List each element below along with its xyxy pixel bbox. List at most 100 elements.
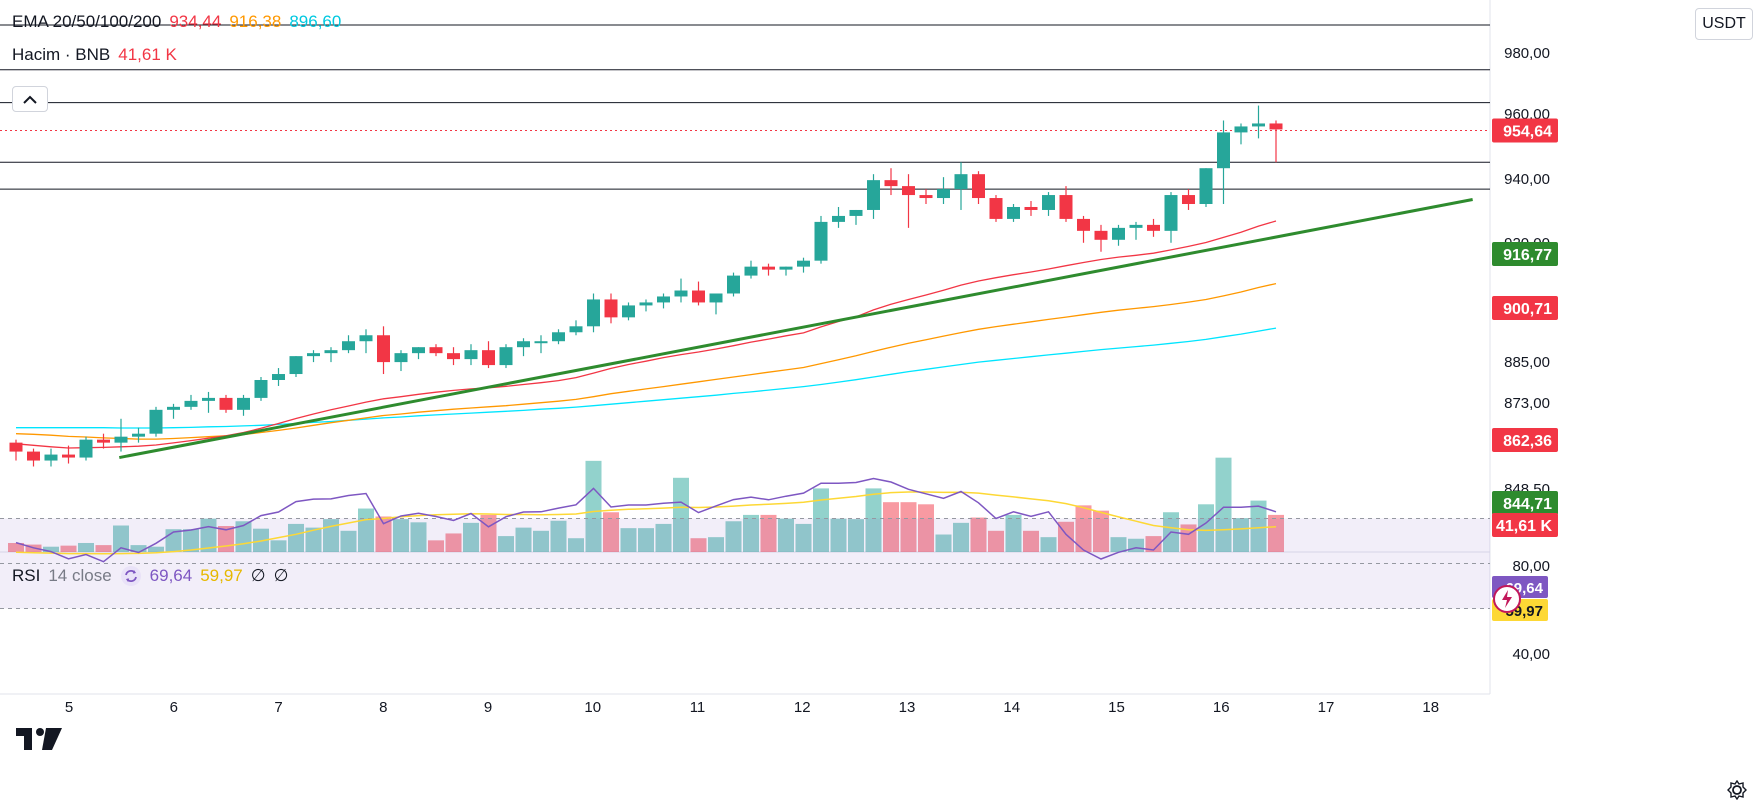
time-tick: 7: [274, 699, 282, 716]
candle: [762, 263, 775, 276]
rsi-empty-1: ∅: [250, 566, 266, 585]
candle-body: [779, 266, 793, 270]
volume-bar: [1110, 537, 1127, 552]
candle-body: [324, 350, 338, 354]
candle: [184, 394, 198, 410]
collapse-legend-button[interactable]: [12, 86, 48, 112]
ema-legend-title: EMA 20/50/100/200: [12, 12, 162, 31]
candle-body: [849, 209, 863, 216]
candle-body: [377, 335, 390, 363]
candle-body: [727, 275, 740, 294]
ema100-line: [16, 327, 1277, 429]
candle: [149, 406, 163, 437]
price-label-bg: [1492, 296, 1558, 320]
volume-bar: [270, 540, 287, 552]
volume-bar: [183, 529, 199, 552]
price-label-bg: [1492, 428, 1558, 452]
candle-body: [27, 451, 40, 461]
volume-bar: [1023, 530, 1039, 552]
candle: [954, 162, 968, 210]
candle: [657, 293, 670, 309]
candle: [1077, 215, 1090, 243]
volume-bar: [393, 519, 409, 552]
candle-body: [937, 189, 950, 199]
candle-body: [814, 221, 828, 261]
candle-body: [359, 335, 373, 342]
candle-body: [202, 397, 215, 401]
candle-body: [1024, 206, 1038, 210]
candle-body: [254, 379, 268, 398]
volume-legend[interactable]: Hacim · BNB 41,61 K: [12, 45, 177, 65]
ema-legend[interactable]: EMA 20/50/100/200 934,44 916,38 896,60: [12, 12, 341, 32]
ema50-value: 916,38: [229, 12, 282, 31]
candle: [552, 329, 565, 345]
volume-bar: [148, 546, 164, 552]
candle-body: [1234, 126, 1248, 133]
ema20-line: [15, 220, 1277, 449]
volume-bars: [8, 457, 1284, 552]
price-tick: 873,00: [1504, 395, 1550, 412]
candle: [1269, 120, 1283, 163]
candle-body: [902, 186, 915, 196]
candle: [902, 174, 915, 228]
volume-bar: [935, 534, 952, 552]
time-tick: 13: [899, 699, 916, 716]
candle: [709, 293, 723, 315]
candle-body: [587, 299, 600, 327]
volume-bar: [970, 517, 987, 552]
rsi-line: [15, 477, 1277, 563]
rsi-pane: [0, 477, 1490, 609]
candle: [114, 418, 128, 452]
price-axis: 980,00960,00940,00920,00885,00873,00848,…: [1492, 45, 1558, 663]
candle: [219, 394, 233, 413]
price-label: 41,61 K: [1496, 518, 1552, 535]
volume-bar: [95, 545, 112, 552]
volume-bar: [340, 530, 357, 552]
flash-icon[interactable]: [1492, 584, 1522, 614]
candle-body: [429, 347, 443, 354]
candle: [9, 439, 23, 461]
candle-body: [237, 397, 250, 410]
candle-body: [167, 406, 180, 410]
trendline: [118, 198, 1473, 460]
candle-body: [79, 439, 93, 458]
candle: [1129, 221, 1143, 240]
candle: [377, 326, 390, 375]
settings-gear-icon[interactable]: [1727, 780, 1747, 800]
candle-body: [832, 215, 845, 222]
candle-body: [307, 353, 320, 357]
time-tick: 12: [794, 699, 811, 716]
price-label-bg: [1492, 491, 1558, 515]
rsi-legend[interactable]: RSI 14 close 69,64 59,97 ∅ ∅: [12, 565, 288, 587]
candle: [464, 344, 478, 366]
candle-body: [62, 454, 75, 458]
ema20-value: 934,44: [169, 12, 222, 31]
candle: [849, 209, 863, 225]
candle-body: [639, 302, 653, 306]
candle: [989, 195, 1003, 222]
volume-bar: [795, 523, 812, 552]
volume-bar: [1093, 510, 1109, 552]
candle: [534, 335, 548, 354]
candle: [727, 272, 740, 297]
currency-selector[interactable]: USDT: [1695, 8, 1753, 40]
candle-body: [1059, 195, 1073, 219]
volume-bar: [865, 488, 882, 552]
candle-body: [1129, 224, 1143, 228]
candle-body: [709, 293, 723, 303]
price-tick: 885,00: [1504, 354, 1550, 371]
time-tick: 16: [1213, 699, 1230, 716]
rsi-refresh-icon: [120, 565, 142, 587]
candle-body: [762, 266, 775, 270]
volume-bar: [760, 514, 777, 552]
price-tick: 940,00: [1504, 171, 1550, 188]
price-label-bg: [1492, 118, 1558, 143]
candle-body: [797, 260, 810, 267]
candle: [919, 189, 933, 205]
volume-bar: [1075, 505, 1092, 552]
candle-body: [674, 290, 688, 297]
volume-bar: [603, 512, 619, 552]
volume-bar: [848, 519, 864, 552]
